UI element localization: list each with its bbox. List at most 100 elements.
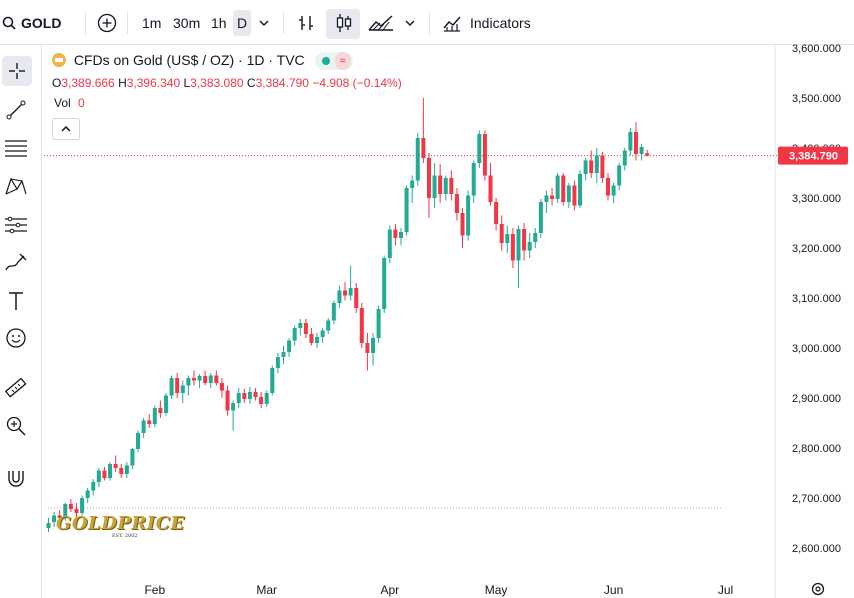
interval-1m[interactable]: 1m bbox=[142, 14, 162, 31]
legend-title[interactable]: CFDs on Gold (US$ / OZ) · 1D · TVC bbox=[73, 52, 305, 68]
candle-body bbox=[163, 395, 168, 413]
market-status-badge[interactable]: ≈ bbox=[314, 52, 353, 71]
candle-body bbox=[561, 175, 566, 202]
candle bbox=[522, 223, 527, 261]
chevron-down-icon bbox=[405, 20, 415, 26]
candle bbox=[80, 495, 85, 516]
candle-body bbox=[628, 132, 633, 151]
candle-body bbox=[365, 343, 370, 353]
candle-body bbox=[247, 392, 252, 399]
ohlc-values: O3,389.666 H3,396.340 L3,383.080 C3,384.… bbox=[52, 76, 402, 90]
candle bbox=[203, 370, 208, 386]
candle bbox=[494, 198, 499, 231]
indicators-icon bbox=[443, 16, 461, 32]
candles-chart-type-button[interactable] bbox=[334, 0, 354, 45]
candle-body bbox=[337, 290, 342, 303]
zoom-in-tool[interactable] bbox=[3, 413, 29, 439]
candle-body bbox=[225, 390, 230, 411]
interval-dropdown[interactable] bbox=[258, 0, 270, 45]
candle bbox=[326, 318, 331, 334]
high-value: 3,396.340 bbox=[126, 76, 181, 90]
symbol-search[interactable]: GOLD bbox=[2, 0, 61, 45]
add-circle-icon bbox=[97, 13, 117, 32]
candle bbox=[57, 510, 62, 522]
chart-settings-button[interactable] bbox=[811, 582, 825, 596]
candle bbox=[359, 303, 364, 348]
candle-body bbox=[191, 378, 196, 381]
prediction-lines-icon bbox=[5, 216, 27, 234]
price-axis-tick-label: 3,000.000 bbox=[792, 343, 841, 355]
candle-body bbox=[589, 160, 594, 173]
candle bbox=[404, 185, 409, 236]
chart-type-dropdown[interactable] bbox=[404, 0, 416, 45]
bar-chart-type-button[interactable] bbox=[296, 0, 316, 45]
fib-retracement-tool[interactable] bbox=[3, 135, 29, 161]
time-axis-label: Jul bbox=[718, 583, 733, 597]
candle bbox=[622, 148, 627, 171]
last-price-tag bbox=[778, 146, 848, 165]
candle bbox=[147, 414, 152, 428]
candle bbox=[488, 163, 493, 206]
candle-body bbox=[275, 357, 280, 368]
open-value: 3,389.666 bbox=[61, 76, 115, 90]
time-axis[interactable]: Feb Mar Apr May Jun Jul bbox=[144, 583, 733, 597]
chevron-down-icon bbox=[259, 20, 269, 26]
indicators-button[interactable]: Indicators bbox=[442, 0, 531, 45]
candle-body bbox=[231, 403, 236, 411]
candle bbox=[231, 400, 236, 431]
candle bbox=[264, 390, 269, 407]
candle bbox=[309, 328, 314, 346]
candle bbox=[410, 175, 415, 203]
candle-body bbox=[214, 375, 219, 383]
candle-body bbox=[130, 449, 135, 466]
last-price-label: 3,384.790 bbox=[789, 151, 838, 163]
smiley-icon bbox=[6, 328, 26, 348]
candle bbox=[606, 173, 610, 201]
candle-body bbox=[404, 188, 409, 232]
trend-line-icon bbox=[6, 100, 26, 120]
top-toolbar: GOLD 1m 30m 1h D Indicators bbox=[0, 0, 854, 45]
interval-30m[interactable]: 30m bbox=[173, 14, 201, 31]
brush-tool[interactable] bbox=[3, 250, 29, 276]
emoji-tool[interactable] bbox=[3, 325, 29, 351]
price-axis[interactable]: 2,600.000 2,700.000 2,800.000 2,900.000 3,00… bbox=[792, 43, 841, 555]
pattern-tool[interactable] bbox=[3, 173, 29, 199]
volume-value: 0 bbox=[78, 96, 85, 110]
text-tool[interactable] bbox=[3, 288, 29, 314]
candle-body bbox=[494, 202, 499, 224]
candle bbox=[617, 163, 622, 191]
candle bbox=[432, 163, 437, 208]
magnet-tool[interactable] bbox=[3, 465, 29, 491]
forecasting-tool[interactable] bbox=[3, 212, 29, 238]
candle bbox=[253, 388, 258, 401]
collapse-legend-button[interactable] bbox=[52, 118, 80, 140]
compare-button[interactable] bbox=[97, 0, 117, 45]
candle-body bbox=[499, 224, 504, 243]
area-chart-type-button[interactable] bbox=[368, 0, 394, 45]
candle bbox=[572, 180, 577, 211]
price-axis-tick-label: 3,100.000 bbox=[792, 293, 841, 305]
candle-body bbox=[572, 185, 577, 206]
interval-d[interactable]: D bbox=[237, 14, 248, 31]
candle bbox=[52, 512, 57, 527]
interval-1h[interactable]: 1h bbox=[211, 14, 227, 31]
candle-body bbox=[253, 392, 258, 397]
drawing-toolbar bbox=[0, 45, 42, 598]
candle bbox=[331, 300, 336, 324]
zoom-in-icon bbox=[6, 416, 26, 436]
candle bbox=[191, 370, 196, 386]
time-axis-label: Feb bbox=[144, 583, 165, 597]
candle-body bbox=[645, 153, 650, 156]
delayed-data-icon: ≈ bbox=[334, 52, 351, 71]
crosshair-tool[interactable] bbox=[2, 56, 32, 86]
crosshair-icon bbox=[9, 63, 25, 79]
candle bbox=[482, 130, 487, 181]
candle bbox=[516, 225, 521, 288]
candle bbox=[348, 265, 353, 301]
measure-tool[interactable] bbox=[3, 375, 29, 401]
trend-line-tool[interactable] bbox=[3, 97, 29, 123]
candle-body bbox=[85, 490, 90, 498]
ruler-icon bbox=[4, 377, 27, 398]
change-value: −4.908 (−0.14%) bbox=[312, 76, 402, 90]
